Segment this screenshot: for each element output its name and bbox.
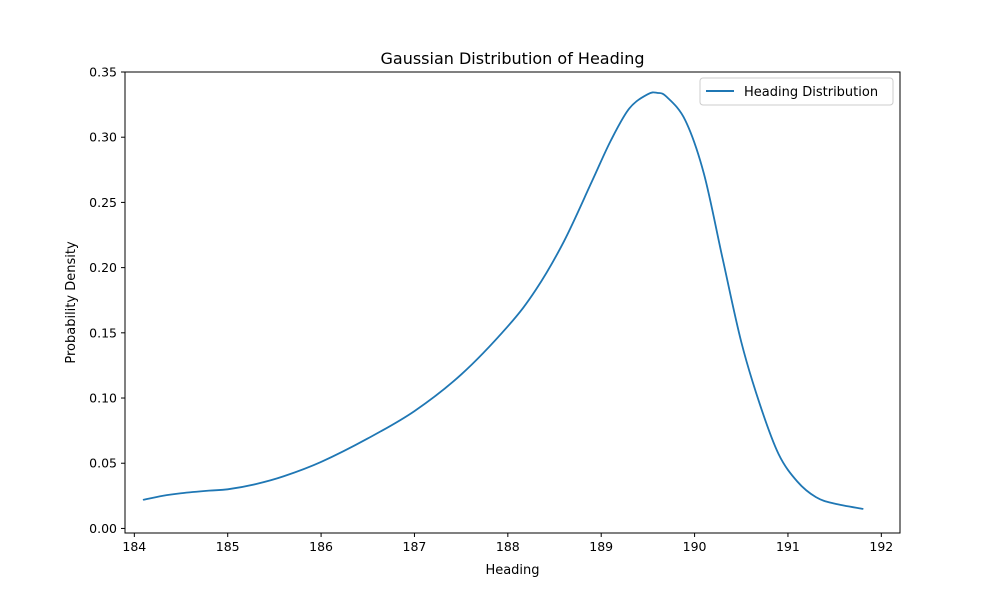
y-tick-label: 0.10 [89, 391, 117, 406]
series-line-heading-distribution [142, 91, 864, 510]
y-axis-label: Probability Density [64, 241, 79, 364]
x-tick-label: 188 [496, 539, 520, 554]
axis-ticks: 184 185 186 187 188 189 190 191 192 0.00 0.05 0.10 0… [89, 65, 893, 555]
y-tick-label: 0.00 [89, 521, 117, 536]
x-tick-label: 189 [589, 539, 613, 554]
legend: Heading Distribution [699, 77, 894, 106]
x-tick-label: 187 [403, 539, 427, 554]
y-tick-label: 0.15 [89, 325, 117, 340]
y-tick-label: 0.20 [89, 260, 117, 275]
x-tick-label: 186 [309, 539, 333, 554]
x-axis-label: Heading [485, 563, 539, 578]
y-tick-label: 0.30 [89, 130, 117, 145]
plot-area [142, 91, 864, 510]
legend-box [699, 77, 894, 106]
chart-title: Gaussian Distribution of Heading [380, 49, 644, 68]
y-tick-label: 0.35 [89, 65, 117, 80]
y-tick-label: 0.05 [89, 456, 117, 471]
y-tick-label: 0.25 [89, 195, 117, 210]
x-tick-label: 192 [869, 539, 893, 554]
x-tick-label: 184 [122, 539, 146, 554]
x-tick-label: 190 [683, 539, 707, 554]
x-tick-label: 191 [776, 539, 800, 554]
axes-frame [124, 71, 901, 534]
x-tick-label: 185 [216, 539, 240, 554]
legend-label: Heading Distribution [744, 85, 878, 100]
